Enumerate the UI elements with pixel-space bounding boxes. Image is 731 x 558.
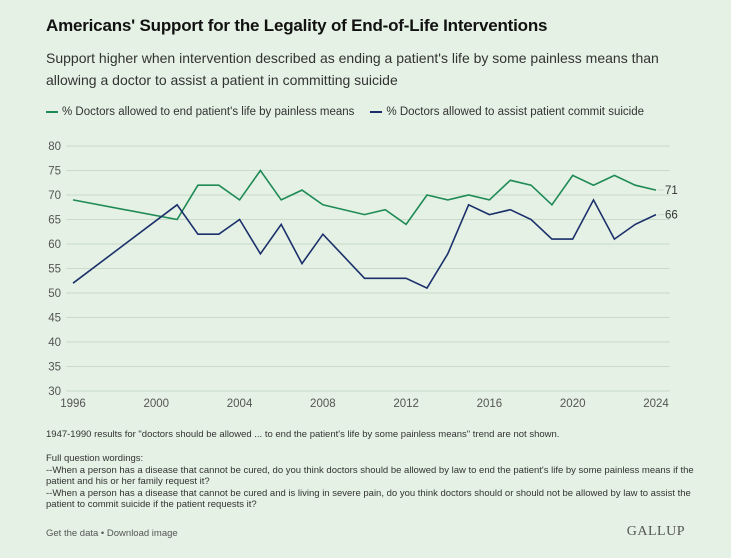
legend-swatch-green	[46, 111, 58, 113]
x-tick-label: 1996	[60, 398, 86, 410]
end-label: 71	[665, 185, 678, 197]
y-tick-label: 60	[48, 239, 61, 251]
x-tick-label: 2008	[310, 398, 336, 410]
x-tick-label: 2016	[477, 398, 503, 410]
y-tick-label: 30	[48, 386, 61, 398]
gallup-logo: GALLUP	[626, 524, 685, 539]
y-tick-label: 35	[48, 362, 61, 374]
series-line-2	[72, 198, 657, 290]
question-wordings: Full question wordings: --When a person …	[46, 453, 696, 511]
x-tick-label: 2024	[643, 398, 669, 410]
y-tick-label: 65	[48, 215, 61, 227]
chart-subtitle: Support higher when intervention describ…	[46, 50, 659, 88]
y-tick-label: 45	[48, 313, 61, 325]
y-tick-label: 80	[48, 141, 61, 153]
x-tick-label: 2020	[560, 398, 586, 410]
get-data-link[interactable]: Get the data	[46, 528, 99, 539]
y-tick-label: 75	[48, 166, 61, 178]
legend-item-painless-means: % Doctors allowed to end patient's life …	[46, 106, 354, 118]
series-line-1	[72, 169, 657, 226]
wordings-heading: Full question wordings:	[46, 453, 144, 464]
y-tick-label: 50	[48, 288, 61, 300]
wording-q2: --When a person has a disease that canno…	[46, 487, 691, 511]
grid	[66, 145, 670, 392]
footer-links: Get the data • Download image	[46, 528, 178, 539]
x-tick-label: 2000	[143, 398, 169, 410]
separator: •	[98, 528, 107, 539]
y-tick-label: 70	[48, 190, 61, 202]
end-label: 66	[665, 210, 678, 222]
footnote: 1947-1990 results for "doctors should be…	[46, 429, 560, 440]
download-image-link[interactable]: Download image	[106, 528, 178, 539]
legend-label: % Doctors allowed to assist patient comm…	[386, 106, 644, 118]
wording-q1: --When a person has a disease that canno…	[46, 464, 694, 488]
legend: % Doctors allowed to end patient's life …	[46, 106, 644, 118]
y-axis: 30 35 40 45 50 55 60 65 70 75 80	[48, 141, 61, 398]
x-tick-label: 2012	[393, 398, 419, 410]
legend-label: % Doctors allowed to end patient's life …	[62, 106, 355, 118]
series-lines	[72, 169, 657, 290]
end-labels: 71 66	[658, 185, 678, 222]
legend-swatch-blue	[370, 111, 383, 113]
legend-item-assist-suicide: % Doctors allowed to assist patient comm…	[370, 106, 644, 118]
line-chart: 30 35 40 45 50 55 60 65 70 75 80 1996 2000 2004 2008 2…	[48, 141, 678, 410]
x-axis: 1996 2000 2004 2008 2012 2016 2020 2024	[60, 398, 669, 410]
y-tick-label: 55	[48, 264, 61, 276]
y-tick-label: 40	[48, 337, 61, 349]
x-tick-label: 2004	[227, 398, 253, 410]
chart-title: Americans' Support for the Legality of E…	[46, 16, 548, 35]
